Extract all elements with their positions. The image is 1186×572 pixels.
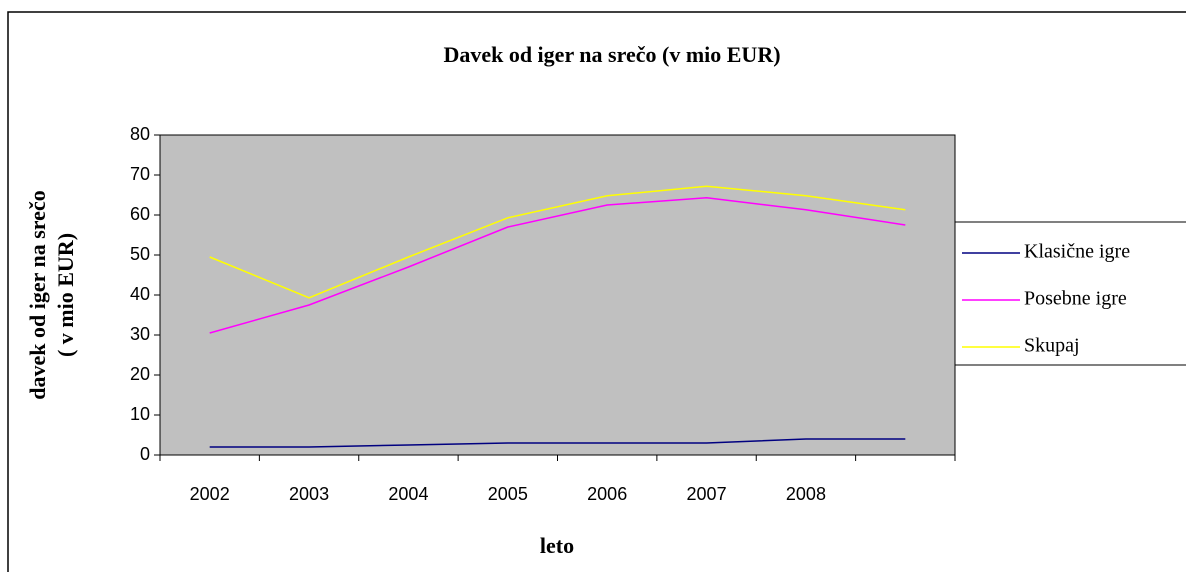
x-tick-label: 2003 [289,484,329,504]
y-tick-label: 10 [130,404,150,424]
y-tick-label: 60 [130,204,150,224]
x-tick-label: 2007 [687,484,727,504]
chart: Davek od iger na srečo (v mio EUR) davek… [0,0,1186,572]
y-axis-label: ( v mio EUR) [53,233,78,357]
legend-label: Klasične igre [1024,241,1130,263]
y-axis-label: davek od iger na srečo [25,190,50,399]
legend-label: Posebne igre [1024,288,1127,310]
chart-title: Davek od iger na srečo (v mio EUR) [443,42,780,67]
y-tick-label: 50 [130,244,150,264]
x-tick-label: 2005 [488,484,528,504]
x-tick-label: 2006 [587,484,627,504]
x-tick-label: 2008 [786,484,826,504]
y-tick-label: 20 [130,364,150,384]
x-tick-label: 2004 [388,484,428,504]
y-tick-label: 80 [130,124,150,144]
page: {"chart_data": {"type": "line", "title":… [0,0,1186,572]
y-tick-label: 0 [140,444,150,464]
legend-label: Skupaj [1024,335,1080,357]
x-tick-label: 2002 [190,484,230,504]
y-tick-label: 40 [130,284,150,304]
y-tick-label: 30 [130,324,150,344]
plot-area [160,135,955,455]
x-axis-label: leto [540,533,574,558]
y-tick-label: 70 [130,164,150,184]
